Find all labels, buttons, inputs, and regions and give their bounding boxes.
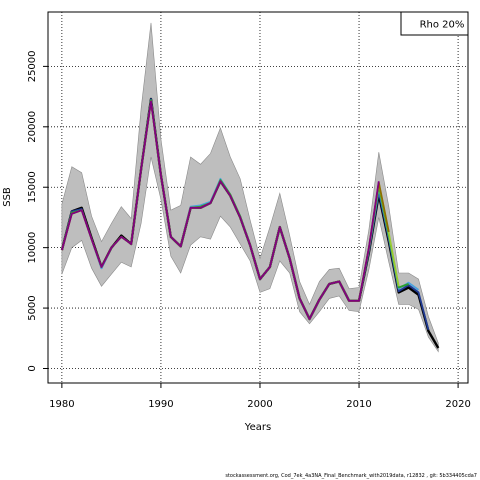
plot-frame [47,11,469,384]
y-tick-label-10000: 10000 [27,232,38,264]
x-tick-label-2010: 2010 [346,399,371,410]
y-tick-label-0: 0 [27,365,38,371]
x-tick-label-1990: 1990 [148,399,173,410]
x-tick-label-2000: 2000 [247,399,272,410]
y-tick-label-15000: 15000 [27,171,38,203]
legend-text: Rho 20% [420,20,465,31]
footer-note: stockassessment.org, Cod_7ek_4a3NA_Final… [225,473,477,479]
confidence-band-layer [61,22,439,353]
series-layer [60,97,440,349]
y-tick-label-25000: 25000 [27,50,38,82]
x-axis-title: Years [244,422,271,433]
x-tick-label-1980: 1980 [49,399,74,410]
y-tick-label-5000: 5000 [27,295,38,320]
y-axis-title: SSB [2,187,13,207]
y-tick-label-20000: 20000 [27,111,38,143]
grid [48,12,468,383]
legend-box [400,11,469,36]
legend: Rho 20% [400,11,469,36]
x-axis: 1980 1990 2000 2010 2020 [49,383,471,410]
y-axis: 0 5000 10000 15000 20000 25000 [27,50,48,372]
x-tick-label-2020: 2020 [445,399,470,410]
confidence-band [61,22,439,353]
series-line-7 [61,100,380,320]
